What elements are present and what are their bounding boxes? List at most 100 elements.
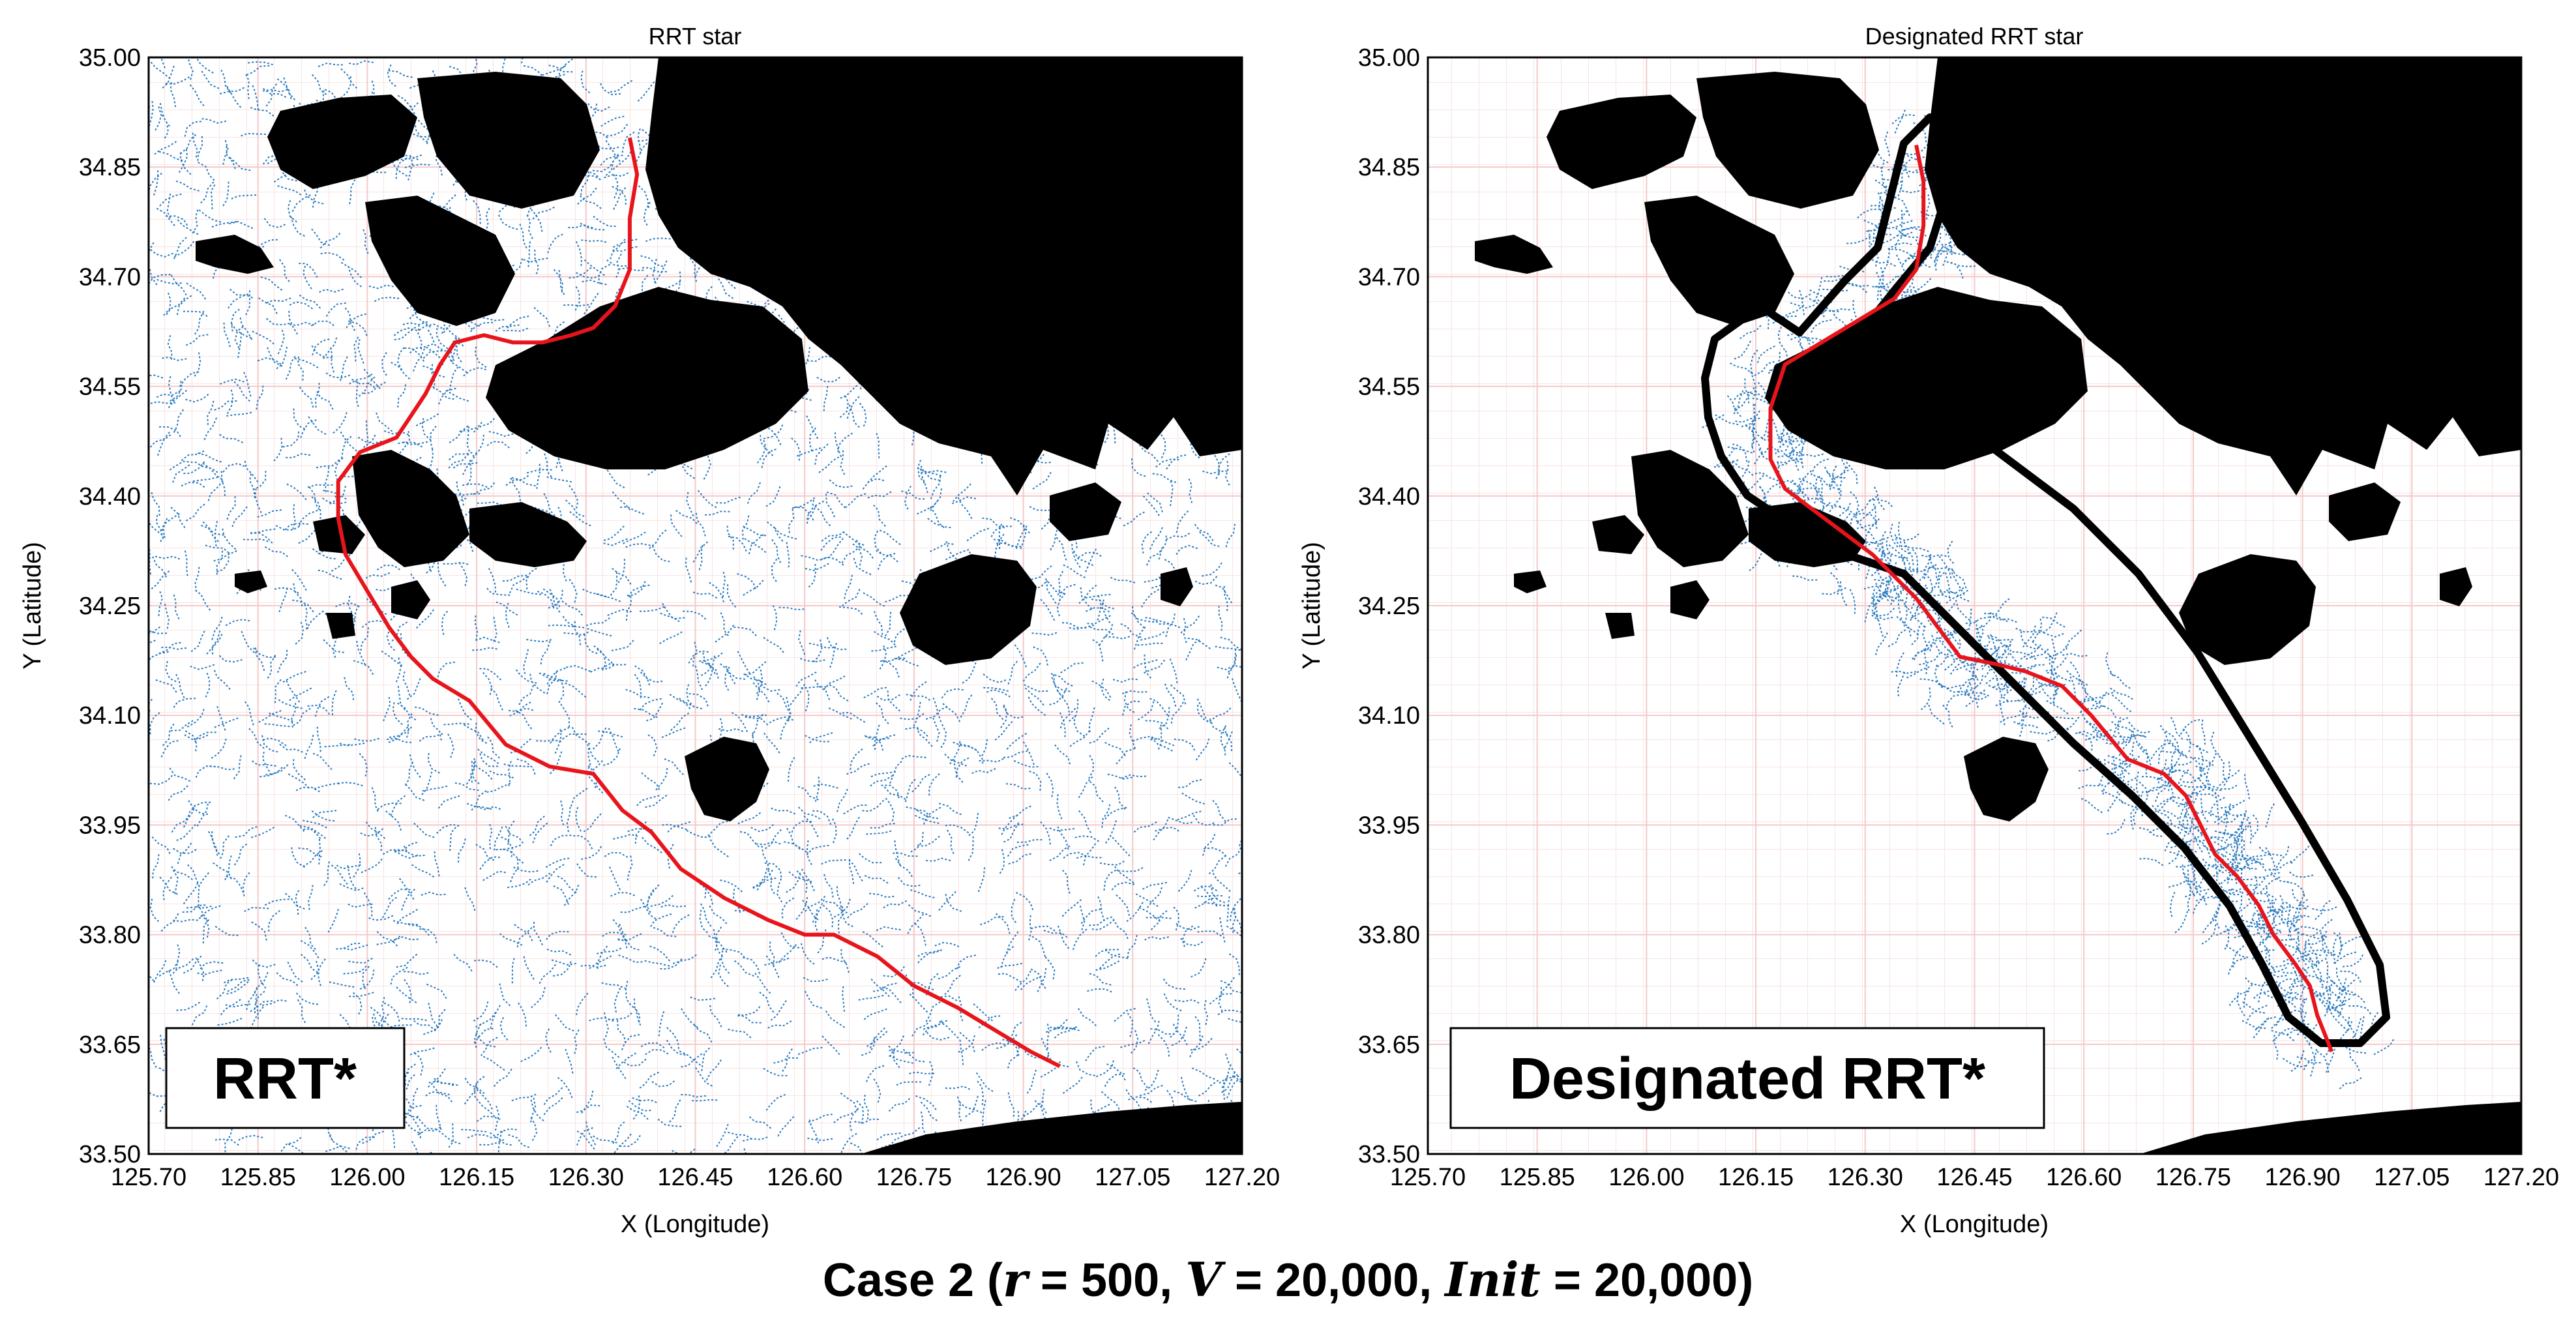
obstacle-landmass-ne bbox=[1925, 57, 2521, 495]
obstacle-island-sw1 bbox=[235, 570, 267, 593]
x-tick-label: 126.30 bbox=[1828, 1164, 1903, 1191]
x-tick-label: 127.20 bbox=[1204, 1164, 1280, 1191]
x-axis-label: X (Longitude) bbox=[621, 1211, 769, 1238]
y-tick-label: 34.40 bbox=[79, 483, 141, 510]
y-tick-label: 34.70 bbox=[1358, 263, 1420, 291]
x-tick-label: 126.75 bbox=[876, 1164, 952, 1191]
x-tick-label: 125.85 bbox=[220, 1164, 296, 1191]
obstacle-island-w1 bbox=[1475, 235, 1553, 274]
obstacle-island-s2 bbox=[1050, 482, 1121, 541]
y-tick-label: 33.95 bbox=[1358, 812, 1420, 839]
obstacle-island-s3 bbox=[1161, 567, 1193, 606]
obstacle-island-center bbox=[1765, 287, 2088, 469]
rrt-path bbox=[336, 137, 1061, 1069]
y-tick-label: 34.85 bbox=[79, 154, 141, 181]
x-tick-label: 126.45 bbox=[657, 1164, 733, 1191]
x-tick-label: 126.60 bbox=[2046, 1164, 2122, 1191]
obstacle-island-nw2 bbox=[1696, 72, 1879, 209]
obstacle-island-nw3 bbox=[1644, 196, 1794, 326]
x-tick-label: 126.15 bbox=[1718, 1164, 1794, 1191]
x-tick-label: 125.85 bbox=[1500, 1164, 1575, 1191]
obstacles bbox=[196, 57, 1242, 1154]
obstacle-island-nw2 bbox=[417, 72, 600, 209]
x-tick-label: 126.90 bbox=[985, 1164, 1061, 1191]
obstacle-island-w2 bbox=[1631, 450, 1749, 567]
figure-caption: Case 2 (r = 500, V = 20,000, Init = 20,0… bbox=[822, 1252, 1754, 1307]
rrt-path bbox=[1768, 145, 2334, 1053]
obstacle-island-s1 bbox=[2179, 554, 2316, 665]
y-tick-label: 34.25 bbox=[1358, 593, 1420, 620]
svg-text:Designated RRT*: Designated RRT* bbox=[1509, 1046, 1985, 1112]
obstacle-island-w2 bbox=[352, 450, 469, 567]
y-axis-label: Y (Latitude) bbox=[1298, 542, 1325, 670]
x-tick-label: 126.45 bbox=[1936, 1164, 2012, 1191]
panel-title: Designated RRT star bbox=[1865, 23, 2084, 50]
y-tick-label: 34.55 bbox=[79, 374, 141, 401]
x-tick-label: 127.05 bbox=[1095, 1164, 1170, 1191]
y-tick-label: 33.50 bbox=[79, 1141, 141, 1168]
y-tick-label: 34.70 bbox=[79, 263, 141, 291]
y-tick-label: 34.55 bbox=[1358, 374, 1420, 401]
obstacle-island-nw1 bbox=[267, 95, 417, 189]
y-tick-label: 33.50 bbox=[1358, 1141, 1420, 1168]
y-tick-label: 33.80 bbox=[1358, 922, 1420, 949]
label-box: Designated RRT* bbox=[1449, 1027, 2045, 1129]
obstacle-island-s2 bbox=[2329, 482, 2401, 541]
obstacle-island-mid bbox=[1964, 737, 2049, 821]
obstacle-island-s1 bbox=[900, 554, 1037, 665]
x-tick-label: 127.05 bbox=[2374, 1164, 2450, 1191]
y-tick-label: 35.00 bbox=[79, 44, 141, 72]
obstacle-island-s3 bbox=[2440, 567, 2472, 606]
axes-frame bbox=[147, 56, 1243, 1155]
y-tick-label: 33.65 bbox=[79, 1031, 141, 1059]
y-tick-label: 35.00 bbox=[1358, 44, 1420, 72]
caption-r-symbol: r bbox=[1002, 1252, 1028, 1307]
obstacle-island-w4 bbox=[1670, 580, 1710, 619]
y-tick-label: 34.25 bbox=[79, 593, 141, 620]
x-tick-label: 126.00 bbox=[329, 1164, 405, 1191]
tick-labels: 125.70 125.85 126.00 126.15 126.30 126.45 126.… bbox=[1358, 44, 2559, 1191]
rrt-star-panel: 125.70 125.85 126.00 126.15 126.30 126.45 126.… bbox=[19, 23, 1280, 1238]
x-tick-label: 126.15 bbox=[439, 1164, 514, 1191]
x-tick-label: 125.70 bbox=[111, 1164, 186, 1191]
obstacle-island-sw2 bbox=[1605, 613, 1635, 639]
label-box: RRT* bbox=[165, 1027, 406, 1129]
obstacle-coast-south bbox=[861, 1102, 1242, 1154]
x-tick-label: 126.30 bbox=[548, 1164, 624, 1191]
obstacle-island-sw2 bbox=[326, 613, 355, 639]
y-axis-label: Y (Latitude) bbox=[19, 542, 46, 670]
obstacle-island-nw3 bbox=[365, 196, 515, 326]
y-tick-label: 34.85 bbox=[1358, 154, 1420, 181]
obstacle-island-w4 bbox=[391, 580, 430, 619]
y-tick-label: 34.10 bbox=[1358, 702, 1420, 730]
x-tick-label: 126.90 bbox=[2264, 1164, 2340, 1191]
obstacles bbox=[1475, 57, 2521, 1154]
y-tick-label: 33.65 bbox=[1358, 1031, 1420, 1059]
obstacle-island-nw1 bbox=[1547, 95, 1696, 189]
obstacle-island-center bbox=[486, 287, 808, 469]
obstacle-island-w1 bbox=[196, 235, 274, 274]
y-tick-label: 34.10 bbox=[79, 702, 141, 730]
axes-frame bbox=[1427, 56, 2523, 1155]
x-tick-label: 126.75 bbox=[2155, 1164, 2231, 1191]
designated-region-boundary bbox=[1701, 113, 2390, 1047]
tick-labels: 125.70 125.85 126.00 126.15 126.30 126.45 126.… bbox=[79, 44, 1280, 1191]
y-tick-label: 33.95 bbox=[79, 812, 141, 839]
obstacle-island-sw1 bbox=[1514, 570, 1547, 593]
obstacle-island-mid bbox=[685, 737, 769, 821]
designated-rrt-star-panel: 125.70 125.85 126.00 126.15 126.30 126.45 126.… bbox=[1298, 23, 2559, 1238]
caption-init-symbol: Init bbox=[1445, 1252, 1541, 1307]
x-tick-label: 126.60 bbox=[767, 1164, 842, 1191]
y-tick-label: 34.40 bbox=[1358, 483, 1420, 510]
caption-v-symbol: V bbox=[1185, 1252, 1222, 1307]
obstacle-island-w5 bbox=[1592, 515, 1644, 554]
obstacle-coast-south bbox=[2140, 1102, 2521, 1154]
panel-title: RRT star bbox=[649, 23, 742, 50]
obstacle-landmass-ne bbox=[645, 57, 1242, 495]
obstacle-island-w5 bbox=[313, 515, 365, 554]
x-tick-label: 126.00 bbox=[1608, 1164, 1684, 1191]
x-tick-label: 127.20 bbox=[2483, 1164, 2559, 1191]
x-axis-label: X (Longitude) bbox=[1900, 1211, 2049, 1238]
x-tick-label: 125.70 bbox=[1390, 1164, 1466, 1191]
